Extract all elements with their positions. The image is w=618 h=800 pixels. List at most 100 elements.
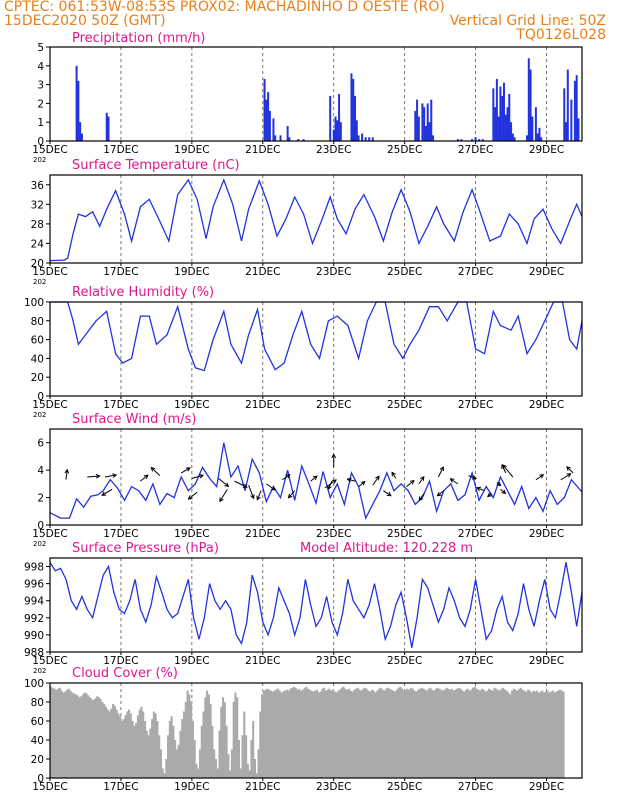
rh-xtick-label: 27DEC xyxy=(458,399,493,411)
cloud-bar xyxy=(395,689,398,778)
temp-ytick-label: 20 xyxy=(31,258,44,270)
cloud-bar xyxy=(491,690,494,778)
cloud-bar xyxy=(131,721,134,778)
precip-bar xyxy=(371,137,374,141)
wind-arrow xyxy=(287,490,296,499)
temp-xtick-label: 21DEC xyxy=(245,266,280,278)
cloud-bar xyxy=(557,690,560,778)
cloud-bar xyxy=(555,691,558,778)
cloud-bar xyxy=(268,689,271,778)
cloud-bar xyxy=(532,690,535,778)
precip-xtick-label: 29DEC xyxy=(529,144,564,156)
cloud-bar xyxy=(253,759,257,778)
cloud-bar xyxy=(193,740,196,778)
cloud-bar xyxy=(479,690,482,778)
cloud-bar xyxy=(81,694,84,778)
precip-bar xyxy=(570,99,573,141)
cloud-bar xyxy=(159,749,163,778)
cloud-bar xyxy=(440,689,443,778)
rh-year-label: 202 xyxy=(33,411,46,419)
cloud-ytick-label: 60 xyxy=(31,716,44,728)
cloud-bar xyxy=(92,700,95,778)
cloud-bar xyxy=(415,691,418,778)
header-model-code: TQ0126L028 xyxy=(516,27,606,43)
cloud-bar xyxy=(365,688,368,778)
cloud-bar xyxy=(246,763,249,778)
pres-xtick-label: 29DEC xyxy=(529,655,564,667)
precip-xtick-label: 17DEC xyxy=(103,144,138,156)
precip-bar xyxy=(499,86,502,141)
precip-bar xyxy=(481,139,484,141)
cloud-bar xyxy=(154,713,157,778)
cloud-bar xyxy=(99,699,102,778)
cloud-bar xyxy=(101,702,104,778)
temp-frame xyxy=(49,174,583,264)
cloud-bar xyxy=(431,689,434,778)
precip-ytick-label: 5 xyxy=(37,42,44,54)
cloud-bar xyxy=(222,697,225,778)
precip-bar xyxy=(268,110,271,141)
rh-xtick-label: 25DEC xyxy=(387,399,422,411)
cloud-bar xyxy=(335,692,338,778)
cloud-bar xyxy=(227,754,230,778)
cloud-bar xyxy=(175,749,178,778)
wind-arrow xyxy=(234,480,248,488)
cloud-bar xyxy=(367,690,370,778)
cloud-bar xyxy=(172,725,175,778)
precip-bar xyxy=(352,78,355,141)
cloud-bar xyxy=(94,698,97,778)
wind-arrow xyxy=(418,493,425,502)
cloud-bar xyxy=(128,709,131,778)
cloud-bar xyxy=(323,687,326,778)
wind-ytick-label: 4 xyxy=(37,465,44,477)
precip-bar xyxy=(563,88,566,141)
cloud-bar xyxy=(229,770,232,778)
cloud-bar xyxy=(383,690,386,778)
cloud-bar xyxy=(285,689,288,778)
cloud-bar xyxy=(280,692,283,778)
cloud-bar xyxy=(468,690,471,778)
precip-bar xyxy=(432,135,435,141)
precip-xtick-label: 25DEC xyxy=(387,144,422,156)
wind-line xyxy=(49,442,583,520)
cloud-bar xyxy=(397,687,400,778)
cloud-bar xyxy=(429,687,432,778)
precip-bar xyxy=(297,139,300,141)
precip-bar xyxy=(361,133,364,141)
precip-bar xyxy=(540,137,543,141)
cloud-bar xyxy=(195,763,198,778)
wind-xtick-label: 15DEC xyxy=(32,528,67,540)
cloud-bar xyxy=(53,688,56,778)
cloud-bar xyxy=(441,690,444,778)
wind-arrow xyxy=(310,475,318,482)
rh-xtick-label: 21DEC xyxy=(245,399,280,411)
wind-arrow xyxy=(372,475,380,486)
cloud-bar xyxy=(76,695,79,778)
wind-arrow xyxy=(104,473,118,478)
precip-year-label: 202 xyxy=(33,156,46,164)
header-grid-note: Vertical Grid Line: 50Z xyxy=(449,13,606,29)
cloud-bar xyxy=(523,690,526,778)
cloud-ytick-label: 20 xyxy=(31,754,44,766)
pres-ytick-label: 988 xyxy=(24,647,44,659)
cloud-bar xyxy=(184,702,187,778)
wind-arrow xyxy=(418,476,425,485)
cloud-bar xyxy=(464,689,468,778)
cloud-bar xyxy=(363,687,366,778)
cloud-bar xyxy=(307,688,310,778)
cloud-bar xyxy=(57,688,60,778)
cloud-bar xyxy=(326,689,329,778)
temp-xtick-label: 29DEC xyxy=(529,266,564,278)
temp-xtick-label: 25DEC xyxy=(387,266,422,278)
rh-ytick-label: 60 xyxy=(31,335,44,347)
precip-bar xyxy=(460,139,463,141)
cloud-bar xyxy=(230,749,233,778)
cloud-bar xyxy=(269,690,272,778)
precip-bar xyxy=(263,78,266,141)
precip-bar xyxy=(75,65,78,141)
precip-bar xyxy=(513,137,516,141)
wind-arrow xyxy=(406,479,415,487)
cloud-bar xyxy=(85,693,88,778)
cloud-bar xyxy=(275,689,278,778)
precip-bar xyxy=(492,88,495,141)
